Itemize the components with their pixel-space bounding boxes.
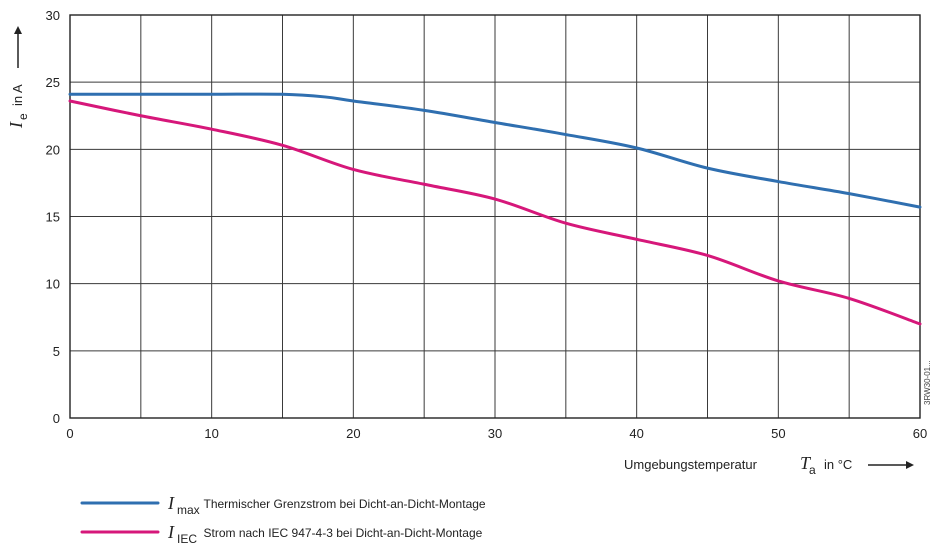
x-tick-label: 30 [488, 426, 502, 441]
y-axis-label: Ie in A [6, 26, 30, 129]
y-axis-subscript: e [16, 113, 30, 120]
y-axis-symbol: I [6, 121, 26, 129]
y-tick-label: 0 [53, 411, 60, 426]
y-axis-text: in A [10, 84, 25, 106]
y-tick-label: 15 [46, 210, 60, 225]
x-tick-label: 40 [629, 426, 643, 441]
legend-symbol-max: I [167, 493, 175, 513]
axis-layer: 0 10 20 30 40 50 60 0 5 10 15 20 25 30 Ie in A Umgebungs… [6, 8, 932, 477]
legend-subscript-max: max [177, 503, 200, 517]
x-tick-label: 60 [913, 426, 927, 441]
y-tick-label: 5 [53, 344, 60, 359]
x-axis-unit: in °C [824, 457, 852, 472]
legend-label-iec: Strom nach IEC 947-4-3 bei Dicht-an-Dich… [204, 526, 483, 540]
legend-subscript-iec: IEC [177, 532, 197, 546]
x-axis-arrowhead [906, 461, 914, 469]
legend-label-max: Thermischer Grenzstrom bei Dicht-an-Dich… [204, 497, 486, 511]
figure-code: 3RW30-01... [923, 360, 932, 405]
series-layer [68, 92, 922, 326]
y-tick-label: 30 [46, 8, 60, 23]
x-tick-label: 0 [66, 426, 73, 441]
x-tick-label: 20 [346, 426, 360, 441]
x-axis-subscript: a [809, 463, 816, 477]
y-tick-label: 20 [46, 142, 60, 157]
y-tick-label: 25 [46, 75, 60, 90]
series-line-iec [68, 99, 922, 326]
plot-frame [69, 14, 921, 419]
x-tick-label: 10 [204, 426, 218, 441]
y-axis-arrowhead [14, 26, 22, 34]
x-axis-label: Umgebungstemperatur Ta in °C [624, 453, 914, 477]
legend-symbol-iec: I [167, 522, 175, 542]
series-line-max [68, 92, 922, 209]
grid-layer [69, 14, 921, 419]
x-axis-symbol: T [800, 453, 812, 473]
y-tick-label: 10 [46, 277, 60, 292]
x-tick-label: 50 [771, 426, 785, 441]
x-axis-text: Umgebungstemperatur [624, 457, 758, 472]
